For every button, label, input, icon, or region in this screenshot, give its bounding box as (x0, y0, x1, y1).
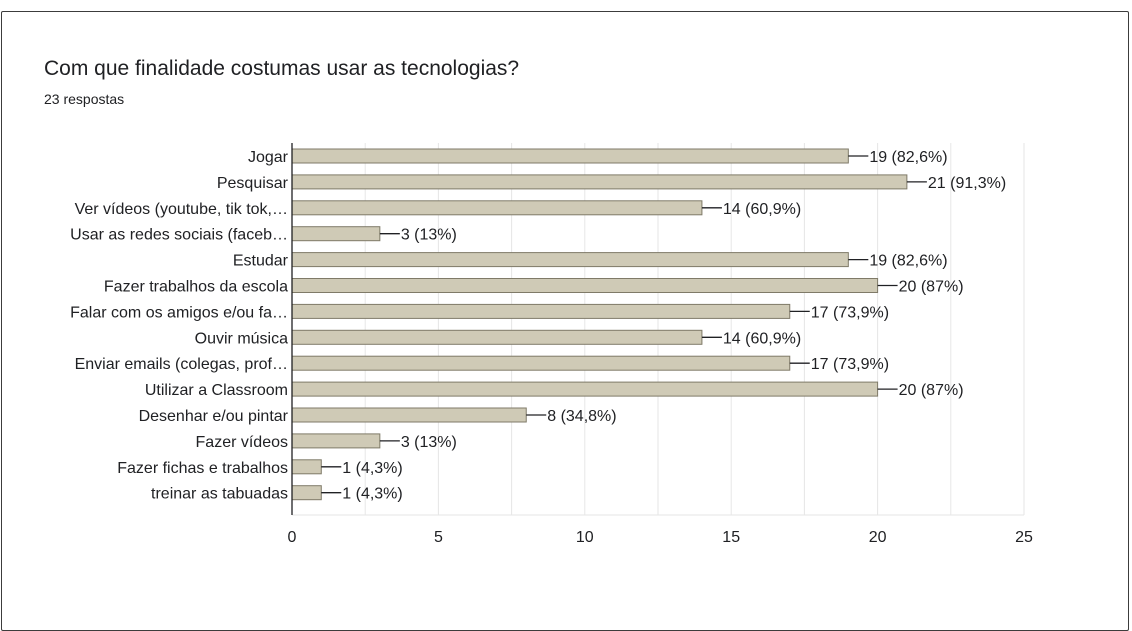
x-tick-label: 25 (1015, 529, 1033, 546)
category-label: Enviar emails (colegas, prof… (75, 356, 288, 373)
data-label: 17 (73,9%) (811, 304, 889, 321)
bar (291, 459, 322, 475)
category-label: Usar as redes sociais (faceb… (70, 227, 288, 244)
category-label: Utilizar a Classroom (145, 382, 288, 399)
data-label: 14 (60,9%) (723, 330, 801, 347)
bar (291, 200, 703, 216)
bar (291, 226, 381, 242)
bar (291, 381, 879, 397)
bar (291, 407, 527, 423)
bar (291, 485, 322, 501)
category-label: Pesquisar (217, 175, 289, 192)
data-label: 19 (82,6%) (869, 149, 947, 166)
x-tick-label: 10 (576, 529, 594, 546)
data-label: 1 (4,3%) (342, 460, 402, 477)
x-tick-label: 20 (869, 529, 887, 546)
category-label: Desenhar e/ou pintar (139, 408, 289, 425)
bar (291, 174, 908, 190)
response-count: 23 respostas (44, 91, 125, 107)
question-title: Com que finalidade costumas usar as tecn… (44, 57, 520, 80)
bar (291, 252, 849, 268)
data-label: 8 (34,8%) (547, 408, 616, 425)
category-label: Fazer fichas e trabalhos (117, 460, 288, 477)
category-label: Fazer trabalhos da escola (104, 279, 288, 296)
x-tick-label: 0 (288, 529, 297, 546)
bar (291, 278, 879, 293)
data-label: 3 (13%) (401, 434, 457, 451)
category-label: Falar com os amigos e/ou fa… (70, 304, 288, 321)
data-label: 20 (87%) (899, 279, 964, 296)
category-label: Ouvir música (195, 330, 288, 347)
data-label: 21 (91,3%) (928, 175, 1006, 192)
question-card (1, 11, 1129, 631)
data-label: 20 (87%) (899, 382, 964, 399)
bar-chart: Jogar 19 (82,6%) Pesquisar 21 (91,3%) Ver ví… (70, 143, 1033, 546)
category-label: Jogar (248, 149, 289, 166)
bar (291, 303, 791, 319)
bar (291, 329, 703, 345)
bar (291, 148, 849, 164)
category-label: Estudar (233, 253, 289, 270)
data-label: 3 (13%) (401, 227, 457, 244)
data-label: 14 (60,9%) (723, 201, 801, 218)
category-label: Ver vídeos (youtube, tik tok,… (75, 201, 288, 218)
x-tick-label: 15 (722, 529, 740, 546)
bar (291, 433, 381, 449)
data-label: 19 (82,6%) (869, 253, 947, 270)
category-label: Fazer vídeos (196, 434, 288, 451)
data-label: 17 (73,9%) (811, 356, 889, 373)
bar (291, 355, 791, 371)
data-label: 1 (4,3%) (342, 486, 402, 503)
x-tick-label: 5 (434, 529, 443, 546)
category-label: treinar as tabuadas (151, 486, 288, 503)
